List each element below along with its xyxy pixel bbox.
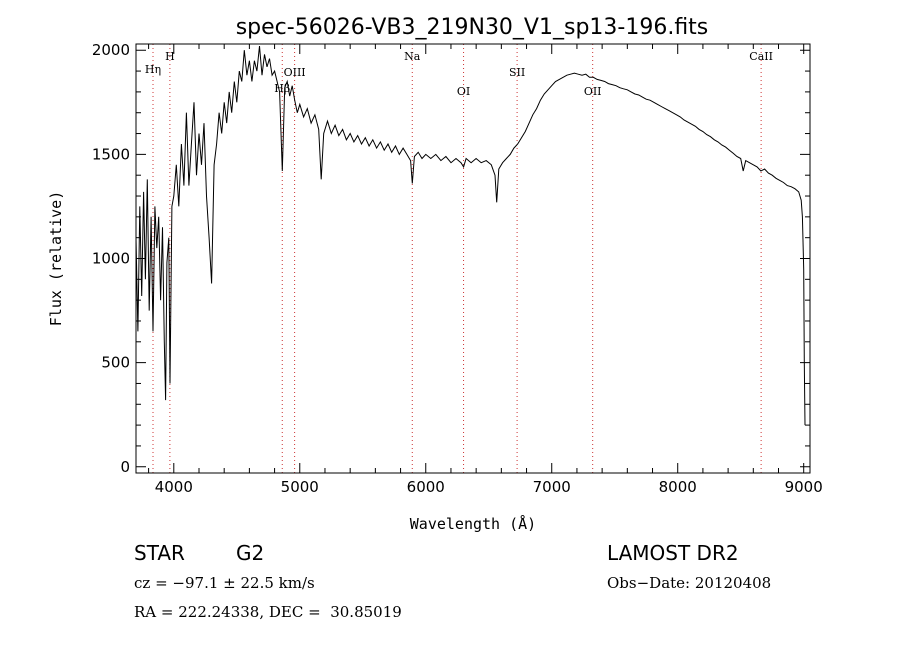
- y-tick-label: 500: [101, 354, 130, 372]
- x-tick-label: 6000: [407, 478, 445, 496]
- y-tick-label: 1500: [92, 145, 130, 163]
- x-tick-label: 4000: [155, 478, 193, 496]
- x-tick-label: 5000: [281, 478, 319, 496]
- obs-date-text: Obs−Date: 20120408: [607, 574, 772, 592]
- spectral-line-label: OIII: [284, 66, 306, 79]
- spectral-line-label: Na: [404, 50, 421, 63]
- chart-title: spec-56026-VB3_219N30_V1_sp13-196.fits: [236, 15, 709, 40]
- y-axis-label: Flux (relative): [47, 191, 65, 326]
- plot-frame: [135, 43, 811, 474]
- x-tick-label: 8000: [659, 478, 697, 496]
- spectral-line-label: SII: [509, 66, 525, 79]
- x-tick-label: 7000: [533, 478, 571, 496]
- spectral-line-label: OII: [584, 85, 602, 98]
- spectrum-line: [135, 46, 806, 426]
- x-axis-label: Wavelength (Å): [410, 514, 536, 533]
- y-tick-label: 0: [120, 458, 130, 476]
- y-tick-label: 1000: [92, 250, 130, 268]
- y-tick-label: 2000: [92, 41, 130, 59]
- coordinates-text: RA = 222.24338, DEC = 30.85019: [134, 603, 402, 621]
- survey-name: LAMOST DR2: [607, 541, 739, 565]
- object-type: STAR: [134, 541, 185, 565]
- spectral-line-label: CaII: [749, 50, 773, 63]
- spectral-line-label: Hβ: [274, 82, 290, 95]
- object-subclass: G2: [236, 541, 265, 565]
- spectral-line-label: Hη: [145, 63, 161, 76]
- spectral-line-label: H: [165, 50, 175, 63]
- redshift-text: cz = −97.1 ± 22.5 km/s: [134, 574, 315, 592]
- spectral-line-label: OI: [457, 85, 470, 98]
- x-tick-label: 9000: [785, 478, 823, 496]
